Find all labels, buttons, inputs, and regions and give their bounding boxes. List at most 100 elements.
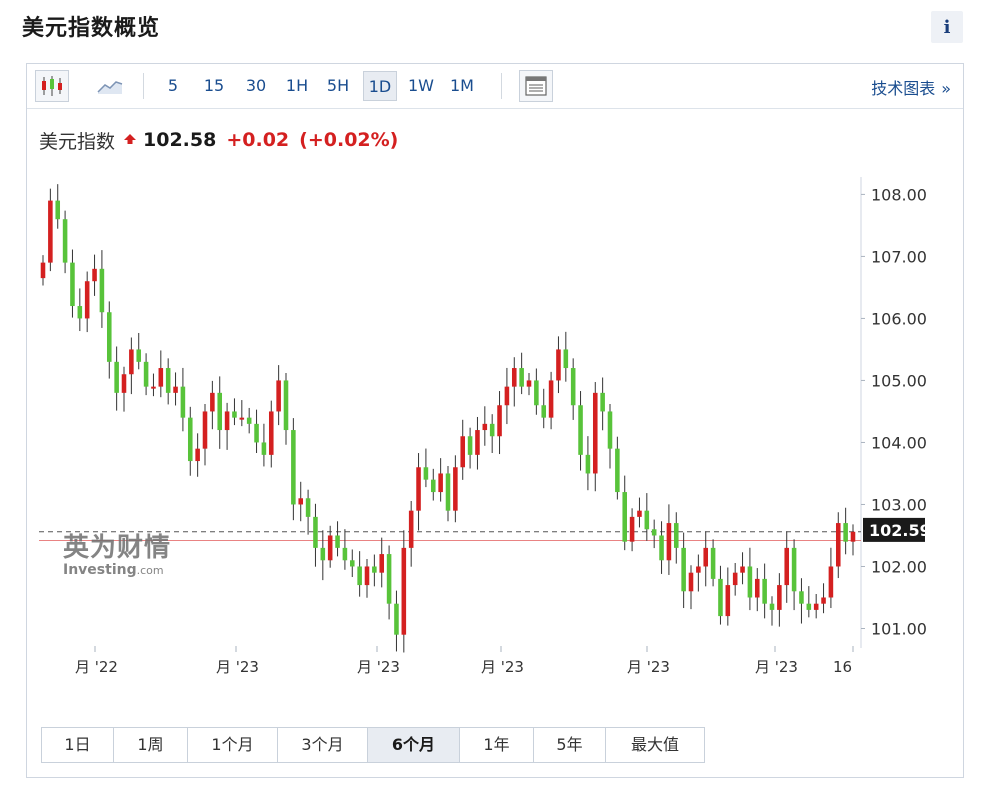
x-axis-label: 月 '23 xyxy=(216,658,259,676)
candle-body xyxy=(151,386,156,389)
interval-1m[interactable]: 1M xyxy=(450,76,474,95)
range-5y[interactable]: 5年 xyxy=(534,728,606,762)
watermark-cn: 英为财情 xyxy=(63,533,172,563)
candle-body xyxy=(497,405,502,437)
range-1y[interactable]: 1年 xyxy=(460,728,534,762)
candle-body xyxy=(445,473,451,511)
candle-body xyxy=(416,467,421,511)
candle-body xyxy=(615,448,620,493)
candle-body xyxy=(335,535,340,548)
candle-body xyxy=(526,380,532,387)
candle-body xyxy=(821,597,826,604)
candle-body xyxy=(327,535,333,561)
candle-body xyxy=(843,523,848,542)
candle-body xyxy=(438,473,443,493)
toolbar-divider xyxy=(143,73,144,99)
chart-panel: 5 15 30 1H 5H 1D 1W 1M 技术图表 » 美元指数 102.58… xyxy=(26,63,964,778)
candle-body xyxy=(364,566,370,586)
candle-body xyxy=(799,591,804,604)
range-3m[interactable]: 3个月 xyxy=(278,728,368,762)
x-axis-label: 月 '23 xyxy=(755,658,798,676)
chart-toolbar: 5 15 30 1H 5H 1D 1W 1M 技术图表 » xyxy=(27,64,963,109)
area-chart-icon[interactable] xyxy=(93,70,127,102)
interval-15[interactable]: 15 xyxy=(203,76,225,95)
candle-body xyxy=(195,448,200,462)
info-button[interactable]: i xyxy=(931,11,963,43)
interval-5h[interactable]: 5H xyxy=(326,76,350,95)
candle-body xyxy=(504,386,510,406)
range-1d[interactable]: 1日 xyxy=(42,728,114,762)
y-axis-label: 105.00 xyxy=(871,371,927,390)
candle-body xyxy=(570,368,576,406)
candle-body xyxy=(732,572,738,586)
candle-body xyxy=(77,306,83,319)
range-max[interactable]: 最大值 xyxy=(606,728,704,762)
candle-body xyxy=(423,467,429,480)
candlestick-chart[interactable]: 108.00 107.00 106.00 105.00 104.00 103.00 102.… xyxy=(27,64,963,714)
candle-body xyxy=(467,436,473,455)
current-price-tag-label: 102.59 xyxy=(869,521,931,540)
y-axis-label: 102.00 xyxy=(871,557,927,576)
candle-body xyxy=(106,312,112,362)
candle-body xyxy=(541,405,547,418)
candle-body xyxy=(165,368,171,393)
data-table-icon[interactable] xyxy=(519,70,553,102)
toolbar-divider xyxy=(501,73,502,99)
interval-30[interactable]: 30 xyxy=(245,76,267,95)
candle-body xyxy=(681,547,686,592)
up-arrow-icon xyxy=(123,129,137,151)
page-title: 美元指数概览 xyxy=(22,16,161,41)
candle-body xyxy=(320,547,326,561)
candle-body xyxy=(40,262,46,279)
current-price-tag xyxy=(863,517,925,542)
last-price: 102.58 xyxy=(143,129,217,151)
watermark-en: Investing.com xyxy=(63,562,171,578)
candle-body xyxy=(62,219,68,263)
candle-body xyxy=(659,535,664,561)
candle-body xyxy=(489,423,495,437)
y-axis-label: 108.00 xyxy=(871,185,927,204)
candle-body xyxy=(688,572,694,592)
interval-1w[interactable]: 1W xyxy=(408,76,434,95)
candle-body xyxy=(92,268,97,282)
candle-body xyxy=(239,417,245,420)
candle-body xyxy=(666,523,672,561)
candle-body xyxy=(114,361,119,393)
candle-body xyxy=(187,417,193,462)
range-1m[interactable]: 1个月 xyxy=(188,728,278,762)
candle-body xyxy=(585,454,591,474)
candle-body xyxy=(644,510,650,530)
x-axis-label: 月 '23 xyxy=(481,658,524,676)
candle-body xyxy=(600,392,605,412)
candle-body xyxy=(622,492,628,542)
interval-5[interactable]: 5 xyxy=(167,76,179,95)
candle-body xyxy=(313,516,318,548)
candle-body xyxy=(534,380,539,406)
candle-body xyxy=(835,523,841,567)
candle-body xyxy=(784,547,790,586)
candle-body xyxy=(210,392,215,412)
candle-body xyxy=(55,200,61,220)
candle-body xyxy=(254,423,259,443)
price-change-percent: (+0.02%) xyxy=(299,129,399,151)
candle-body xyxy=(563,349,569,369)
candle-body xyxy=(99,268,105,313)
candlestick-icon[interactable] xyxy=(35,70,69,102)
candle-body xyxy=(740,566,745,573)
candle-body xyxy=(828,566,834,598)
quote-bar: 美元指数 102.58 +0.02 (+0.02%) xyxy=(39,127,398,153)
candle-body xyxy=(754,578,760,598)
candle-body xyxy=(276,380,281,412)
interval-1h[interactable]: 1H xyxy=(285,76,309,95)
candle-body xyxy=(475,430,480,455)
technical-chart-link[interactable]: 技术图表 » xyxy=(871,75,951,99)
x-axis-label: 16 xyxy=(833,658,852,676)
interval-1d[interactable]: 1D xyxy=(363,71,397,101)
candle-body xyxy=(556,349,561,381)
candle-body xyxy=(710,547,716,579)
candle-body xyxy=(607,411,613,449)
range-1w[interactable]: 1周 xyxy=(114,728,188,762)
watermark-en-main: Investing xyxy=(63,562,137,578)
candle-body xyxy=(357,566,362,586)
range-6m[interactable]: 6个月 xyxy=(368,728,460,762)
